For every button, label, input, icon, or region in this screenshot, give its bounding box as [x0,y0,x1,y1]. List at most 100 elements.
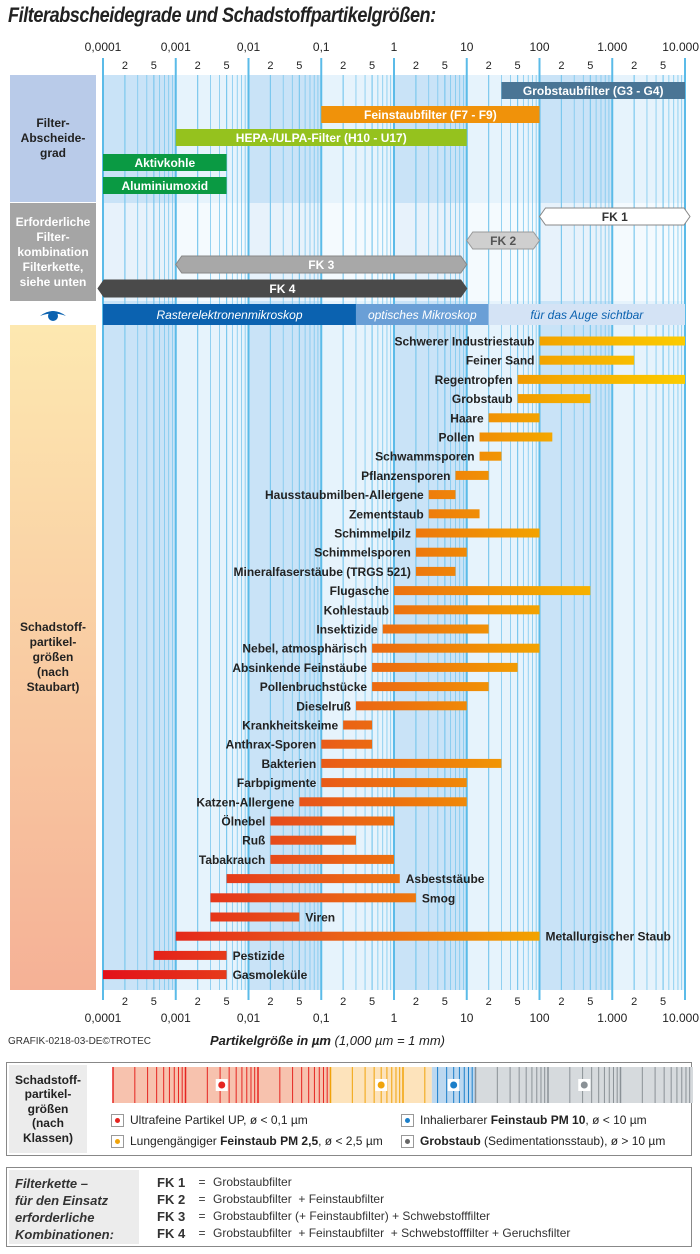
x-tick-label-bottom: 1 [391,1011,398,1025]
dust-bar-label: Bakterien [262,757,317,771]
coarse-icon [580,1081,588,1089]
minor-tick-label-top: 2 [631,60,637,72]
class-legend-item: Lungengängiger Feinstaub PM 2,5, ø < 2,5… [111,1134,383,1148]
fk-key: FK 3 [157,1209,186,1224]
dust-bar [382,624,489,634]
dust-bar [394,605,540,615]
x-tick-label-bottom: 0,01 [237,1011,261,1025]
minor-tick-label-top: 5 [296,60,302,72]
minor-tick-label-top: 2 [486,60,492,72]
dust-bar [153,950,227,960]
visibility-label: für das Auge sichtbar [530,308,644,322]
icon-dot [115,1117,120,1123]
dust-bar [299,797,467,807]
eye-icon [40,311,66,321]
minor-tick-label-top: 5 [660,60,666,72]
dust-bar-label: Mineralfaserstäube (TRGS 521) [233,565,410,579]
dust-bar [394,586,591,596]
icon-dot [405,1117,410,1123]
particle-size-chart: Grobstaubfilter (G3 - G4) Feinstaubfilter… [10,40,699,1025]
filter-chain-arrow [97,279,468,298]
x-tick-label-bottom: 10 [460,1011,474,1025]
fk-key: FK 1 [157,1175,186,1190]
x-tick-label-bottom: 10.000 [662,1011,699,1025]
minor-tick-label-top: 2 [558,60,564,72]
icon-dot [115,1138,120,1144]
minor-tick-label-bottom: 2 [122,996,128,1008]
minor-tick-label-top: 2 [122,60,128,72]
fk-key: FK 2 [157,1192,186,1207]
x-axis-label: Partikelgröße in µm (1,000 µm = 1 mm) [210,1033,445,1048]
class-legend-label: Schadstoff-partikel-größen (nach Klassen) [9,1065,87,1153]
dust-bar-label: Absinkende Feinstäube [232,661,367,675]
x-tick-label-bottom: 0,001 [161,1011,191,1025]
minor-tick-label-top: 2 [195,60,201,72]
dust-bar [428,509,480,519]
dust-bar-label: Pestizide [233,949,285,963]
dust-bar [321,778,467,788]
ultrafine-icon [111,1113,124,1127]
x-tick-label-bottom: 0,0001 [85,1011,122,1025]
class-legend-item: Inhalierbarer Feinstaub PM 10, ø < 10 µm [401,1113,647,1127]
dust-bar [210,893,416,903]
x-tick-label-top: 0,1 [313,40,330,54]
dust-bar [428,490,456,500]
dust-bar [270,835,356,845]
minor-tick-label-top: 2 [340,60,346,72]
visibility-band [488,304,685,325]
filter-chain-row: FK 4 = Grobstaubfilter + Feinstaubfilter +… [157,1225,570,1242]
dust-bar-label: Smog [422,891,455,905]
x-tick-label-bottom: 1.000 [597,1011,627,1025]
filter-bar [175,129,467,146]
dust-bar [488,413,540,423]
dust-bar-label: Kohlestaub [324,603,389,617]
minor-tick-label-bottom: 5 [515,996,521,1008]
icon-dot [405,1138,410,1144]
chart-title: Filterabscheidegrade und Schadstoffparti… [8,4,436,27]
dust-bar-label: Regentropfen [435,373,513,387]
dust-bar-label: Haare [450,411,484,425]
dust-bar-label: Hausstaubmilben-Allergene [265,488,424,502]
filter-chain-label: FK 1 [602,210,628,224]
filter-bar [501,82,685,99]
visibility-label: optisches Mikroskop [368,308,477,322]
class-strip [112,1067,693,1103]
dust-section-label-bg [10,325,96,990]
visibility-label: Rasterelektronenmikroskop [156,308,302,322]
dust-bar [355,701,467,711]
fk-value: Grobstaubfilter (+ Feinstaubfilter) + Sc… [213,1209,491,1223]
minor-tick-label-top: 2 [267,60,273,72]
minor-tick-label-bottom: 5 [224,996,230,1008]
filter-chain-label: FK 2 [490,234,516,248]
x-tick-label-bottom: 0,1 [313,1011,330,1025]
minor-tick-label-bottom: 2 [267,996,273,1008]
dust-bar [321,758,502,768]
dust-bar-label: Tabakrauch [199,853,265,867]
dust-bar [517,374,685,384]
credit: GRAFIK-0218-03-DE©TROTEC [8,1036,151,1047]
dust-bar-label: Metallurgischer Staub [546,930,671,944]
minor-tick-label-top: 2 [413,60,419,72]
item-text: Ultrafeine Partikel UP, [130,1113,250,1127]
minor-tick-label-bottom: 5 [660,996,666,1008]
dust-bar-label: Schimmelsporen [314,546,411,560]
dust-bar [517,394,591,404]
minor-tick-label-top: 5 [587,60,593,72]
dust-bar-label: Schwammsporen [375,450,474,464]
item-bold-text: Grobstaub [420,1134,481,1148]
dust-bar-label: Gasmoleküle [233,968,308,982]
x-tick-label-top: 0,01 [237,40,261,54]
item-text: , ø < 10 µm [585,1113,647,1127]
filter-chain-legend: Filterkette – für den Einsatz erforderlich… [6,1167,692,1247]
minor-tick-label-bottom: 5 [442,996,448,1008]
dust-bar [479,432,553,442]
filter-chain-arrow [466,231,541,250]
filter-chain-legend-label: Filterkette – für den Einsatz erforderlich… [9,1170,139,1244]
minor-tick-label-top: 5 [151,60,157,72]
dust-bar [415,566,456,576]
pm25-icon [377,1081,385,1089]
dust-bar-label: Krankheitskeime [242,719,338,733]
dust-bar [455,470,489,480]
dust-bar-label: Nebel, atmosphärisch [242,642,367,656]
dust-bar [372,682,489,692]
